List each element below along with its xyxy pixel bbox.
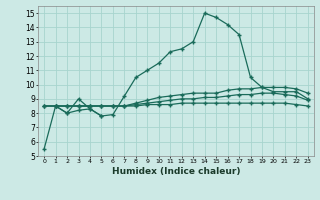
X-axis label: Humidex (Indice chaleur): Humidex (Indice chaleur) xyxy=(112,167,240,176)
